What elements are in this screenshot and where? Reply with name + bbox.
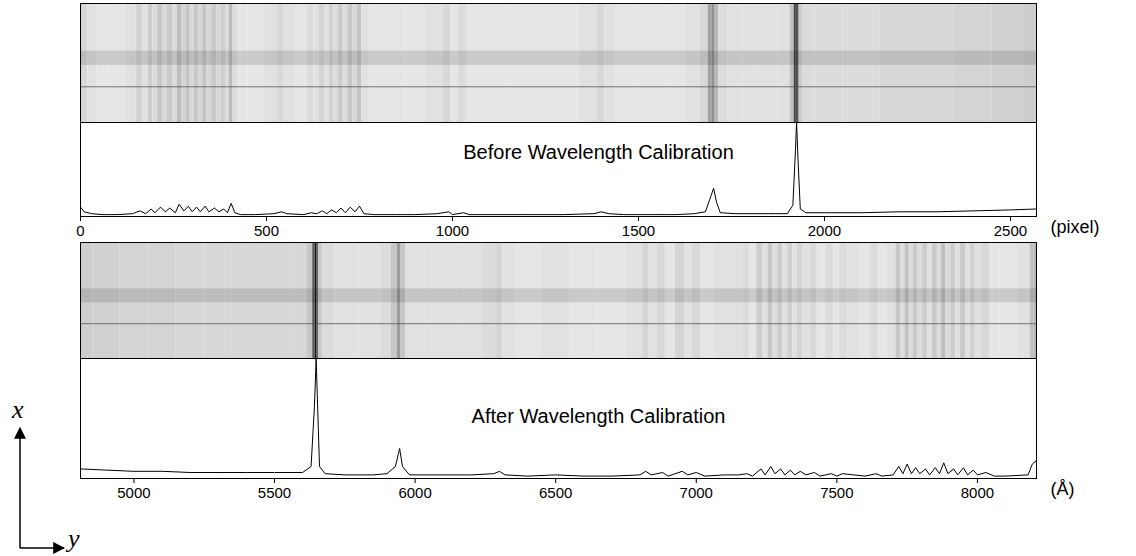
svg-text:6000: 6000 <box>398 484 431 501</box>
svg-text:(pixel): (pixel) <box>1051 217 1100 237</box>
svg-text:6500: 6500 <box>539 484 572 501</box>
svg-text:2500: 2500 <box>994 222 1027 239</box>
svg-text:2000: 2000 <box>808 222 841 239</box>
svg-text:0: 0 <box>76 222 84 239</box>
svg-text:Before Wavelength Calibration: Before Wavelength Calibration <box>463 141 734 163</box>
svg-text:After Wavelength Calibration: After Wavelength Calibration <box>472 405 726 427</box>
svg-text:5000: 5000 <box>117 484 150 501</box>
svg-text:1000: 1000 <box>436 222 469 239</box>
svg-text:y: y <box>65 524 80 553</box>
svg-text:7500: 7500 <box>820 484 853 501</box>
svg-text:1500: 1500 <box>622 222 655 239</box>
svg-text:(Å): (Å) <box>1051 479 1075 499</box>
svg-text:x: x <box>11 395 24 424</box>
svg-text:7000: 7000 <box>680 484 713 501</box>
svg-text:5500: 5500 <box>258 484 291 501</box>
svg-text:500: 500 <box>254 222 279 239</box>
svg-text:8000: 8000 <box>961 484 994 501</box>
